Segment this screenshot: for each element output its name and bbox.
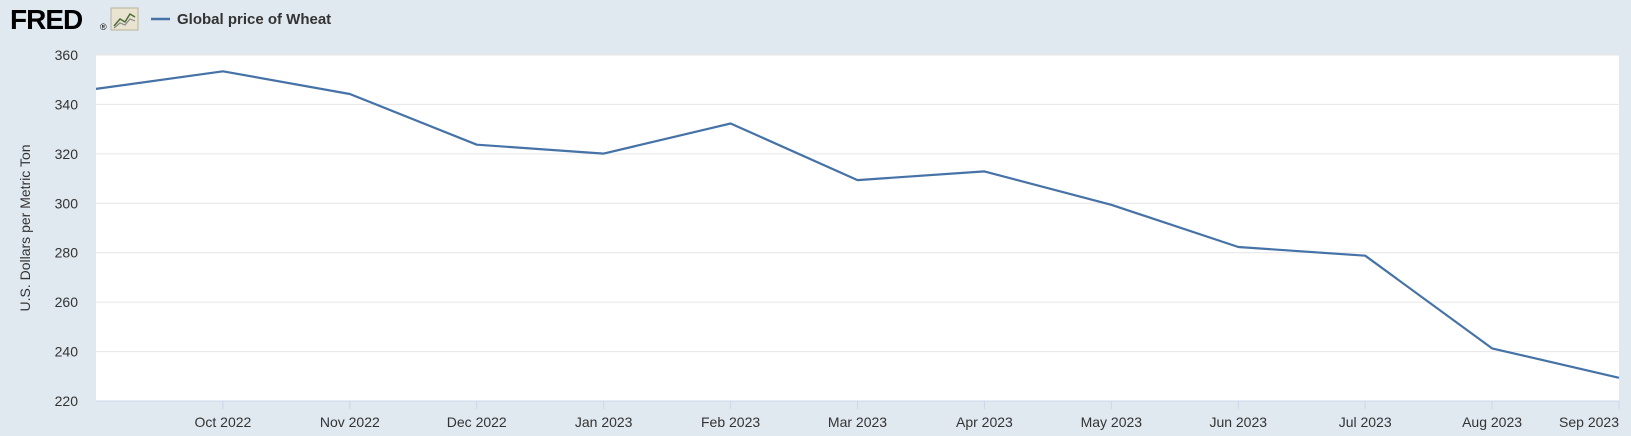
data-point [982,169,986,173]
gridlines [96,54,1619,353]
x-tick-label: Jun 2023 [1209,414,1267,430]
x-tick-label: Mar 2023 [828,414,887,430]
x-tick-label: May 2023 [1081,414,1143,430]
x-tick-label: Jul 2023 [1339,414,1392,430]
y-tick-label: 260 [55,294,79,310]
y-tick-label: 340 [55,96,79,112]
y-tick-label: 320 [55,146,79,162]
plot-area [96,55,1619,401]
y-axis: 220 240 260 280 300 320 340 360 [55,47,79,409]
fred-logo-text: FRED [10,4,83,35]
data-point [602,152,606,156]
data-point [856,178,860,182]
legend-label: Global price of Wheat [177,11,331,28]
data-point [221,69,225,73]
y-tick-label: 300 [55,195,79,211]
y-tick-label: 280 [55,245,79,261]
x-tick-label: Feb 2023 [701,414,760,430]
data-point [475,143,479,147]
x-tick-label: Dec 2022 [447,414,507,430]
x-tick-label: Jan 2023 [575,414,633,430]
data-point [348,92,352,96]
line-graph-icon [110,7,139,31]
x-axis: Oct 2022 Nov 2022 Dec 2022 Jan 2023 Feb 2023… [195,401,1620,430]
data-point [1363,254,1367,258]
data-point [94,87,98,91]
y-tick-label: 220 [55,393,79,409]
data-point [1490,346,1494,350]
data-point [729,121,733,125]
data-point [1236,245,1240,249]
series-line-global-price-of-wheat[interactable] [95,70,1620,379]
x-tick-label: Oct 2022 [195,414,252,430]
x-tick-label: Apr 2023 [956,414,1013,430]
y-tick-label: 360 [55,47,79,63]
data-point [1109,203,1113,207]
y-tick-label: 240 [55,344,79,360]
x-tick-label: Nov 2022 [320,414,380,430]
x-tick-label: Aug 2023 [1462,414,1522,430]
fred-logo[interactable]: FRED ® [10,4,107,35]
registered-mark: ® [100,22,107,32]
data-point [1617,376,1621,380]
x-tick-label: Sep 2023 [1559,414,1619,430]
legend[interactable]: Global price of Wheat [151,11,331,28]
y-axis-title: U.S. Dollars per Metric Ton [17,144,33,311]
